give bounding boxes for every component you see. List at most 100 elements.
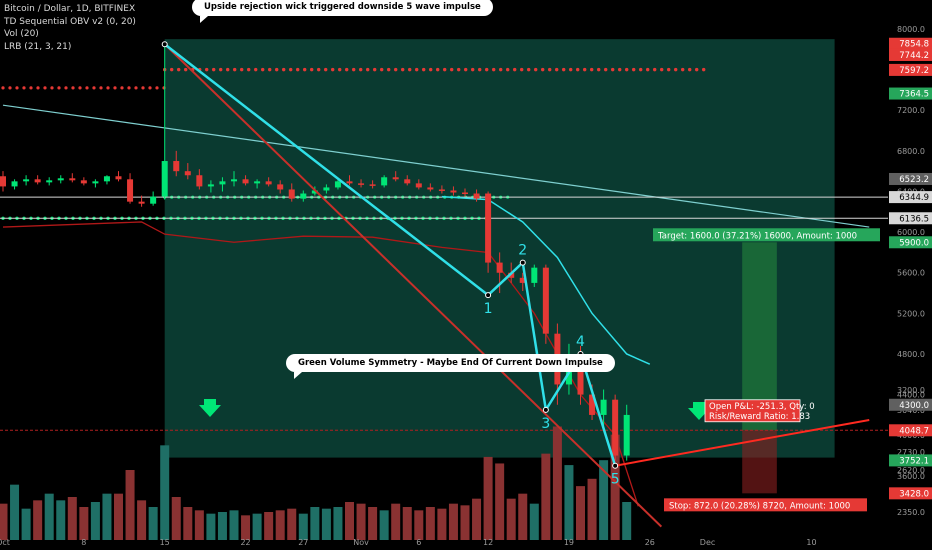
td-resistance-dot (471, 67, 475, 72)
volume-bar (67, 497, 77, 540)
volume-bar (518, 493, 528, 540)
candle-body (219, 181, 226, 185)
volume-bar (506, 498, 516, 540)
target-zone (742, 242, 777, 431)
time-axis-label: Nov (353, 538, 369, 547)
candle-body (23, 179, 30, 182)
indicator-volume[interactable]: Vol (20) (4, 29, 39, 39)
volume-bar (148, 507, 158, 540)
wave-label-5: 5 (611, 472, 620, 488)
rejection-callout[interactable]: Upside rejection wick triggered downside… (192, 0, 493, 23)
candle-body (11, 181, 18, 187)
td-resistance-dot (85, 86, 89, 90)
candle-body (150, 196, 157, 204)
volume-bar (622, 502, 632, 540)
volume-bar (183, 507, 193, 540)
td-resistance-dot (212, 67, 216, 72)
price-tick-label: 3200.0 (897, 386, 925, 395)
td-resistance-dot (478, 67, 482, 72)
price-tag: 7364.5 (899, 90, 929, 100)
td-resistance-dot (296, 67, 300, 72)
indicator-lrb[interactable]: LRB (21, 3, 21) (4, 41, 72, 52)
td-resistance-dot (618, 67, 622, 72)
volume-bar (368, 507, 378, 540)
time-axis-label: 22 (240, 538, 250, 547)
candle-body (138, 201, 145, 204)
td-resistance-dot (22, 86, 26, 90)
candle-body (173, 161, 180, 172)
candle-body (334, 181, 341, 188)
wave-label-3: 3 (541, 416, 550, 432)
candle-body (69, 178, 76, 181)
volume-bar (56, 500, 66, 540)
td-resistance-dot (71, 86, 75, 90)
td-resistance-dot (226, 67, 230, 72)
price-tag: 3428.0 (899, 489, 929, 499)
volume-bar (495, 463, 505, 540)
td-resistance-dot (275, 67, 279, 72)
target-label: Target: 1600.0 (37.21%) 16000, Amount: 1… (657, 231, 857, 241)
td-resistance-dot (681, 67, 685, 72)
candle-body (496, 262, 503, 273)
price-tag-bg (889, 236, 932, 249)
time-axis-label: 6 (416, 538, 421, 547)
lrb-lower-line (2, 221, 639, 507)
candle-body (577, 353, 584, 395)
symbol-title[interactable]: Bitcoin / Dollar, 1D, BITFINEX (4, 4, 136, 14)
price-tag: 4048.7 (899, 426, 929, 436)
td-resistance-dot (141, 86, 145, 90)
td-resistance-dot (422, 67, 426, 72)
td-resistance-dot (625, 67, 629, 72)
overlay-group: 1 2 3 4 5 Target: 1600.0 (37.21%) 16000, Amou… (161, 41, 880, 528)
candle-body (623, 414, 630, 456)
volume-bar (379, 510, 389, 540)
volume-bar (333, 507, 343, 540)
candle-body (288, 189, 295, 199)
candle-body (404, 179, 411, 184)
td-resistance-dot (464, 67, 468, 72)
price-tag-bg (889, 487, 932, 500)
td-resistance-dot (492, 67, 496, 72)
price-tick-label: 7200.0 (897, 106, 925, 115)
price-tag: 7597.2 (899, 66, 929, 76)
td-resistance-dot (380, 67, 384, 72)
td-resistance-dot (184, 67, 188, 72)
candle-body (438, 189, 445, 191)
td-resistance-dot (29, 86, 33, 90)
volume-bar (425, 507, 435, 540)
price-axis-group[interactable]: 8000.07600.07200.06800.06400.06000.05600… (889, 25, 932, 517)
td-resistance-dot (394, 67, 398, 72)
time-axis-group[interactable]: Oct 8 15 22 27 Nov 6 12 19 26 Dec 10 (0, 538, 817, 547)
price-tag: 6344.9 (899, 193, 929, 203)
indicator-td-sequential[interactable]: TD Sequential OBV v2 (0, 20) (4, 16, 136, 27)
td-resistance-dot (50, 86, 54, 90)
price-tick-label: 4400.0 (897, 391, 925, 400)
price-tick-label: 2730.0 (897, 448, 925, 457)
time-axis-label: 10 (806, 538, 816, 547)
volume-bar (194, 510, 204, 540)
trend-line (614, 419, 870, 467)
candle-body (103, 176, 110, 182)
candle-body (207, 184, 214, 187)
wave-pivot (161, 41, 168, 48)
pnl-label: Open P&L: -251.3, Qty: 0 (709, 402, 815, 412)
volume-bar (21, 508, 31, 540)
td-resistance-dot (674, 67, 678, 72)
td-resistance-dot (352, 67, 356, 72)
chart-legend: Bitcoin / Dollar, 1D, BITFINEX TD Sequen… (4, 3, 136, 53)
candle-body (127, 179, 134, 202)
target-label-bg (653, 228, 880, 242)
volume-bar (587, 478, 597, 540)
price-tick-label: 8000.0 (897, 25, 925, 34)
td-resistance-dot (527, 67, 531, 72)
volume-bar (33, 500, 43, 540)
volume-symmetry-callout[interactable]: Green Volume Symmetry - Maybe End Of Cur… (286, 354, 615, 379)
volume-bar (90, 502, 100, 540)
volume-bar (264, 512, 274, 540)
price-tag: 6136.5 (899, 214, 929, 224)
volume-bar (10, 484, 20, 540)
td-resistance-dot (127, 86, 131, 90)
down-arrow-icon (688, 402, 710, 420)
